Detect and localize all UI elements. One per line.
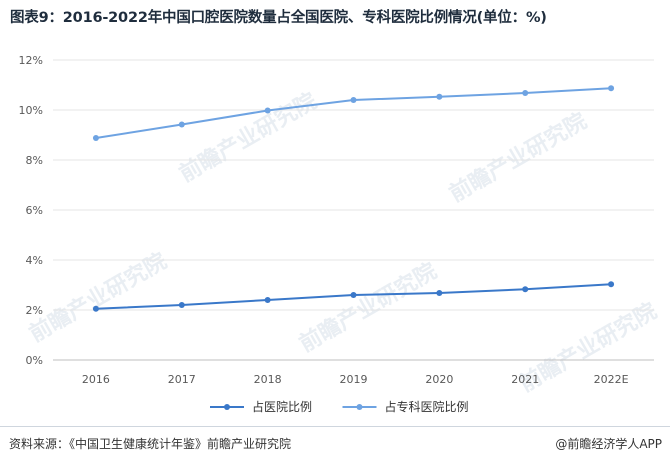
data-point [522, 286, 529, 293]
data-point [608, 281, 615, 288]
data-point [92, 135, 99, 141]
x-tick-label: 2020 [425, 373, 453, 386]
line-chart: 0% 2% 4% 6% 8% 10% 12% 2016 2017 2018 2019 2020 2021… [19, 54, 654, 414]
data-point [264, 107, 271, 114]
chart-title: 图表9：2016-2022年中国口腔医院数量占全国医院、专科医院比例情况(单位：… [10, 10, 547, 26]
y-tick-label: 10% [19, 104, 43, 117]
x-tick-label: 2021 [511, 373, 539, 386]
y-tick-label: 8% [26, 154, 43, 167]
data-point [92, 305, 99, 312]
chart-area: 0% 2% 4% 6% 8% 10% 12% 2016 2017 2018 2019 2020 2021… [0, 40, 670, 430]
data-point [350, 292, 357, 298]
series-line [95, 87, 612, 139]
source-note: 资料来源：《中国卫生健康统计年鉴》前瞻产业研究院 [9, 437, 292, 451]
y-tick-label: 4% [26, 254, 43, 267]
data-point [522, 90, 529, 96]
data-point [178, 121, 185, 128]
x-tick-label: 2016 [82, 373, 110, 386]
legend-label: 占医院比例 [252, 399, 312, 414]
brand-credit: @前瞻经济学人APP [555, 437, 662, 451]
x-tick-label: 2019 [340, 373, 368, 386]
legend-label: 占专科医院比例 [385, 399, 469, 414]
data-point [608, 85, 615, 92]
x-tick-label: 2017 [168, 373, 196, 386]
data-point [436, 93, 443, 100]
y-tick-label: 2% [26, 304, 43, 317]
y-tick-label: 0% [26, 354, 43, 367]
x-tick-label: 2018 [254, 373, 282, 386]
data-point [350, 97, 357, 103]
data-point [178, 302, 185, 308]
legend-marker [224, 404, 230, 410]
y-tick-label: 6% [26, 204, 43, 217]
y-tick-label: 12% [19, 54, 43, 67]
footer: 资料来源：《中国卫生健康统计年鉴》前瞻产业研究院 @前瞻经济学人APP [0, 426, 670, 465]
legend-marker [356, 404, 363, 410]
data-point [436, 290, 443, 296]
data-point [264, 297, 271, 303]
x-tick-label: 2022E [594, 373, 629, 386]
